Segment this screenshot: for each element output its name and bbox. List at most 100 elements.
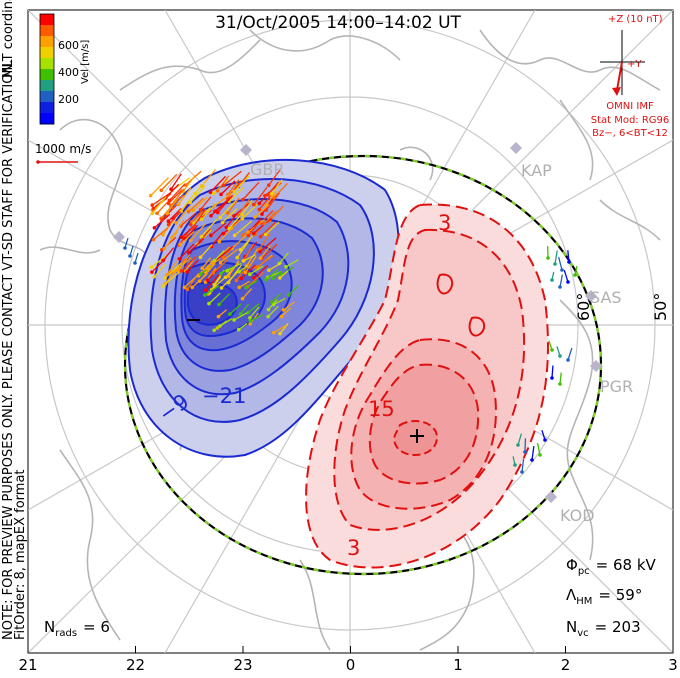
velocity-vector-origin xyxy=(185,270,189,274)
velocity-vector-origin xyxy=(163,276,167,280)
stat-n-vc: Nvc= 203 xyxy=(566,618,641,639)
velocity-vector-origin xyxy=(287,293,291,297)
velocity-vector-origin xyxy=(248,273,252,277)
velocity-vector-origin xyxy=(152,275,156,279)
mlt-coordinates-label: MLT coordinates xyxy=(1,0,16,78)
velocity-vector-origin xyxy=(267,268,271,272)
velocity-vector-origin xyxy=(161,285,165,289)
velocity-vector-origin xyxy=(123,246,127,250)
mlt-tick-label: 1 xyxy=(453,656,463,674)
velocity-vector-origin xyxy=(221,221,225,225)
velocity-vector-origin xyxy=(167,219,171,223)
velocity-vector-origin xyxy=(193,192,197,196)
velocity-vector-origin xyxy=(241,217,245,221)
velocity-vector-origin xyxy=(550,376,554,380)
velocity-vector-origin xyxy=(187,251,191,255)
contour-label-pos-top: 3 xyxy=(438,211,451,235)
velocity-vector-origin xyxy=(163,247,167,251)
velocity-colorbar xyxy=(40,14,54,125)
velocity-vector-origin xyxy=(186,288,190,292)
velocity-vector-origin xyxy=(558,354,562,358)
mlt-tick-label: 23 xyxy=(233,656,252,674)
velocity-vector-origin xyxy=(190,286,194,290)
velocity-vector-origin xyxy=(133,261,137,265)
colorbar-segment xyxy=(40,80,54,92)
velocity-vector-origin xyxy=(220,286,224,290)
velocity-vector-origin xyxy=(239,277,243,281)
velocity-vector-origin xyxy=(263,194,267,198)
velocity-vector-origin xyxy=(213,204,217,208)
velocity-vector-origin xyxy=(198,279,202,283)
velocity-vector-origin xyxy=(523,450,527,454)
velocity-vector-origin xyxy=(165,273,169,277)
velocity-vector-origin xyxy=(218,216,222,220)
velocity-vector-origin xyxy=(150,212,154,216)
velocity-vector-origin xyxy=(153,226,157,230)
velocity-vector-origin xyxy=(165,212,169,216)
imf-y-label: +Y xyxy=(627,59,642,70)
velocity-vector-origin xyxy=(267,183,271,187)
velocity-vector-origin xyxy=(199,208,203,212)
velocity-vector-origin xyxy=(242,259,246,263)
velocity-vector-origin xyxy=(212,328,216,332)
station-label-sas: SAS xyxy=(590,288,622,307)
velocity-vector-origin xyxy=(513,463,517,467)
velocity-vector-origin xyxy=(253,215,257,219)
velocity-vector-origin xyxy=(199,235,203,239)
velocity-vector-origin xyxy=(254,266,258,270)
velocity-vector-origin xyxy=(178,257,182,261)
colorbar-segment xyxy=(40,14,54,26)
velocity-vector-origin xyxy=(150,265,154,269)
velocity-vector-origin xyxy=(244,271,248,275)
velocity-vector-origin xyxy=(259,235,263,239)
velocity-vector-origin xyxy=(204,288,208,292)
velocity-vector-origin xyxy=(160,218,164,222)
velocity-vector-origin xyxy=(247,234,251,238)
velocity-vector-origin xyxy=(180,269,184,273)
velocity-vector-origin xyxy=(553,262,557,266)
velocity-vector-origin xyxy=(155,211,159,215)
colorbar-tick-200: 200 xyxy=(58,93,79,106)
velocity-vector-origin xyxy=(235,279,239,283)
velocity-vector-origin xyxy=(233,234,237,238)
velocity-vector-origin xyxy=(235,256,239,260)
contour-label-pos-inner: 15 xyxy=(368,397,395,421)
mlt-tick-label: 22 xyxy=(126,656,145,674)
velocity-vector-origin xyxy=(558,285,562,289)
velocity-vector-origin xyxy=(222,184,226,188)
velocity-scale-label: 1000 m/s xyxy=(35,142,91,156)
lat-label-60: 60° xyxy=(574,293,593,321)
velocity-vector-origin xyxy=(543,438,547,442)
station-label-kap: KAP xyxy=(521,161,552,180)
velocity-vector-origin xyxy=(209,234,213,238)
velocity-vector-origin xyxy=(538,453,542,457)
velocity-vector-origin xyxy=(550,278,554,282)
velocity-vector-origin xyxy=(278,332,282,336)
velocity-vector-origin xyxy=(170,236,174,240)
velocity-vector-origin xyxy=(209,214,213,218)
velocity-vector-origin xyxy=(180,235,184,239)
velocity-vector-origin xyxy=(272,331,276,335)
velocity-vector-origin xyxy=(183,286,187,290)
velocity-vector-origin xyxy=(167,223,171,227)
velocity-vector-origin xyxy=(159,188,163,192)
imf-source: OMNI IMF xyxy=(606,101,654,112)
mlt-tick-label: 0 xyxy=(346,656,356,674)
colorbar-segment xyxy=(40,91,54,103)
velocity-vector-origin xyxy=(216,189,220,193)
velocity-vector-origin xyxy=(530,458,534,462)
colorbar-segment xyxy=(40,69,54,81)
velocity-vector-origin xyxy=(200,218,204,222)
station-label-kod: KOD xyxy=(560,506,595,525)
velocity-vector-origin xyxy=(128,254,132,258)
velocity-vector-origin xyxy=(219,261,223,265)
svg-text:Nvc= 203: Nvc= 203 xyxy=(566,618,641,639)
velocity-vector-origin xyxy=(206,278,210,282)
map-title: 31/Oct/2005 14:00–14:02 UT xyxy=(215,13,461,33)
velocity-vector-origin xyxy=(263,222,267,226)
velocity-vector-origin xyxy=(237,286,241,290)
velocity-vector-origin xyxy=(550,348,554,352)
velocity-vector-origin xyxy=(264,278,268,282)
velocity-vector-origin xyxy=(217,303,221,307)
colorbar-segment xyxy=(40,58,54,70)
